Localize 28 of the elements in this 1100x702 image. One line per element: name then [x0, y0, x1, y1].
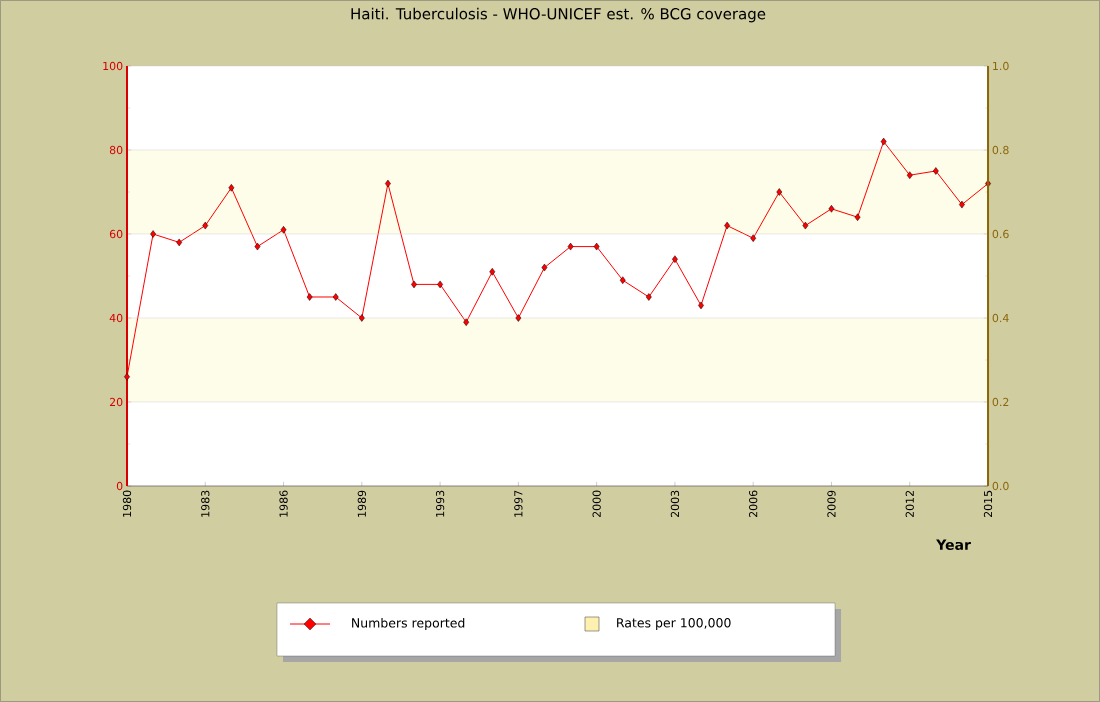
y2-tick-label: 0.4: [992, 313, 1009, 323]
x-tick-label: 1989: [357, 490, 366, 517]
x-tick-label: 1993: [435, 490, 445, 517]
y-tick-label: 40: [109, 313, 123, 323]
x-axis-title: Year: [936, 539, 971, 551]
x-tick-label: 2015: [983, 490, 993, 518]
chart-title: Haiti. Tuberculosis - WHO-UNICEF est. % BCG coverage: [351, 7, 766, 23]
legend-label: Rates per 100,000: [617, 618, 731, 630]
x-tick-label: 1980: [122, 490, 132, 517]
legend-label: Numbers reported: [352, 617, 465, 631]
x-tick-label: 2000: [592, 490, 601, 518]
y-tick-label: 0: [116, 481, 123, 491]
x-tick-label: 2006: [749, 490, 758, 518]
y-tick-label: 60: [109, 229, 123, 239]
x-tick-label: 1986: [279, 490, 288, 517]
y-tick-label: 100: [103, 61, 123, 71]
y2-tick-label: 0.2: [992, 397, 1009, 407]
y2-tick-label: 0.8: [992, 145, 1009, 155]
x-tick-label: 2009: [827, 490, 836, 518]
y2-tick-label: 0.0: [992, 481, 1009, 491]
y-tick-label: 20: [109, 397, 123, 407]
y2-tick-label: 0.6: [992, 229, 1009, 239]
x-tick-label: 2003: [670, 490, 680, 518]
y2-tick-label: 1.0: [993, 61, 1009, 71]
x-tick-label: 2012: [905, 490, 914, 518]
x-tick-label: 1983: [201, 490, 210, 517]
y-tick-label: 80: [109, 145, 123, 155]
x-tick-label: 1997: [514, 490, 523, 517]
